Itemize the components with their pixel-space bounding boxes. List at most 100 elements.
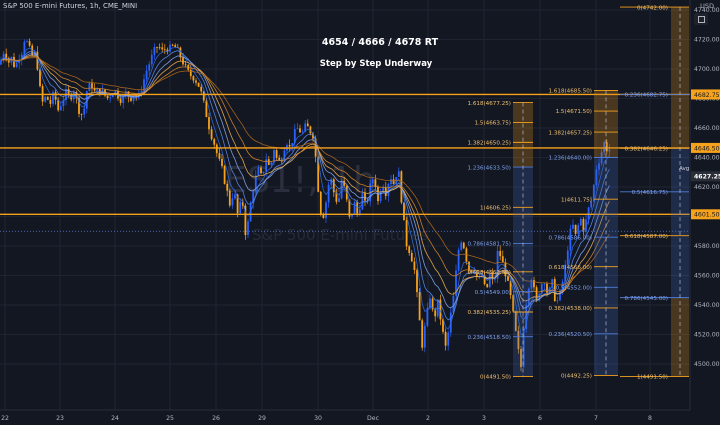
candle-body bbox=[208, 117, 210, 130]
candle-body bbox=[267, 159, 270, 165]
candle-body bbox=[335, 192, 338, 202]
level-price-tag bbox=[691, 89, 720, 100]
candle-body bbox=[163, 49, 166, 51]
candle-body bbox=[244, 205, 247, 235]
candle-body bbox=[338, 198, 340, 202]
candle-body bbox=[426, 308, 429, 326]
candle-body bbox=[197, 82, 200, 87]
fib-level-label: 1(4491.50) bbox=[637, 375, 668, 381]
fib-level-label: 0.236(4518.50) bbox=[467, 335, 511, 341]
currency-label: USD bbox=[700, 2, 714, 10]
candle-body bbox=[171, 44, 174, 46]
candle-body bbox=[273, 150, 275, 163]
fib-zone bbox=[594, 287, 618, 308]
candle-body bbox=[210, 129, 213, 140]
fib-level-label: 0(4492.25) bbox=[561, 374, 592, 380]
candle-body bbox=[88, 83, 91, 92]
candle-body bbox=[304, 123, 307, 132]
candle-body bbox=[15, 63, 18, 68]
candle-body bbox=[468, 261, 470, 271]
candle-body bbox=[421, 320, 424, 348]
candle-body bbox=[439, 299, 442, 320]
candle-body bbox=[148, 64, 151, 71]
candle-body bbox=[106, 95, 109, 98]
fullscreen-icon[interactable] bbox=[694, 13, 708, 25]
watermark: ES1!, 1h bbox=[224, 160, 376, 201]
candle-body bbox=[20, 54, 23, 60]
candle-body bbox=[605, 142, 608, 152]
fib-level-label: 1.618(4685.50) bbox=[548, 89, 592, 95]
candle-body bbox=[457, 249, 460, 271]
candle-body bbox=[585, 219, 587, 232]
fib-extension-1: 1.618(4677.25) 1.5(4663.75) 1.382(4650.25)… bbox=[467, 101, 533, 381]
candle-body bbox=[93, 88, 96, 91]
candle-body bbox=[559, 290, 561, 301]
candle-body bbox=[143, 79, 145, 92]
fib-level-label: 0.5(4616.75) bbox=[632, 190, 668, 196]
candle-body bbox=[231, 198, 234, 206]
fib-level-label: 0.5(4549.00) bbox=[475, 290, 511, 296]
candle-body bbox=[533, 280, 535, 288]
level-price-tag bbox=[691, 142, 720, 153]
candle-body bbox=[85, 91, 88, 109]
candle-body bbox=[540, 284, 543, 294]
candle-body bbox=[83, 108, 86, 115]
candle-body bbox=[332, 179, 335, 193]
candle-body bbox=[577, 225, 580, 234]
candle-body bbox=[301, 131, 304, 133]
level-price-tag bbox=[691, 209, 720, 220]
y-tick-label: 4700.00 bbox=[694, 66, 720, 73]
candle-body bbox=[564, 264, 567, 282]
candle-body bbox=[543, 283, 546, 285]
candle-body bbox=[158, 47, 161, 49]
candle-body bbox=[252, 191, 255, 204]
candle-body bbox=[0, 60, 2, 65]
candle-body bbox=[371, 179, 374, 184]
candle-body bbox=[530, 280, 533, 289]
candle-body bbox=[205, 100, 208, 118]
fib-level-label: 0.236(4682.75) bbox=[624, 93, 668, 99]
candle-body bbox=[405, 220, 408, 247]
candle-body bbox=[275, 150, 278, 158]
candle-body bbox=[509, 280, 512, 296]
y-tick-label: 4540.00 bbox=[694, 302, 720, 309]
candle-body bbox=[478, 276, 481, 278]
x-tick-label: 6 bbox=[538, 415, 542, 422]
candle-body bbox=[348, 199, 351, 217]
fib-level-label: 0.786(4586.00) bbox=[548, 235, 592, 241]
candle-body bbox=[319, 191, 322, 215]
candle-body bbox=[590, 201, 593, 208]
y-tick-label: 4500.00 bbox=[694, 361, 720, 368]
fib-level-label: 1.382(4657.25) bbox=[548, 130, 592, 136]
candle-body bbox=[351, 213, 353, 217]
candle-body bbox=[374, 179, 377, 187]
candle-body bbox=[569, 228, 572, 251]
level-price-label: 4601.50 bbox=[694, 212, 720, 219]
candle-body bbox=[288, 145, 291, 147]
candle-body bbox=[296, 128, 299, 130]
candle-body bbox=[7, 58, 10, 63]
fib-level-label: 0.786(4581.75) bbox=[467, 242, 511, 248]
candle-body bbox=[122, 97, 125, 104]
candle-body bbox=[455, 270, 457, 296]
candle-body bbox=[322, 214, 325, 219]
candle-body bbox=[36, 51, 39, 70]
x-tick-label: 22 bbox=[1, 415, 9, 422]
candle-body bbox=[293, 129, 296, 143]
candle-body bbox=[548, 287, 551, 293]
fib-zone bbox=[594, 266, 618, 288]
candle-body bbox=[215, 144, 218, 154]
time-axis: 22 23 24 25 26 29 30 Dec 2 3 6 7 8 bbox=[1, 415, 652, 422]
candle-body bbox=[114, 90, 117, 95]
candle-body bbox=[254, 175, 257, 192]
y-tick-label: 4560.00 bbox=[694, 273, 720, 280]
candle-body bbox=[444, 331, 447, 346]
candle-body bbox=[535, 287, 538, 301]
level-price-label: 4682.75 bbox=[694, 92, 720, 99]
candle-body bbox=[566, 250, 569, 265]
candle-body bbox=[5, 53, 8, 59]
candle-body bbox=[592, 185, 595, 202]
candle-body bbox=[257, 167, 260, 176]
candle-body bbox=[23, 41, 26, 55]
